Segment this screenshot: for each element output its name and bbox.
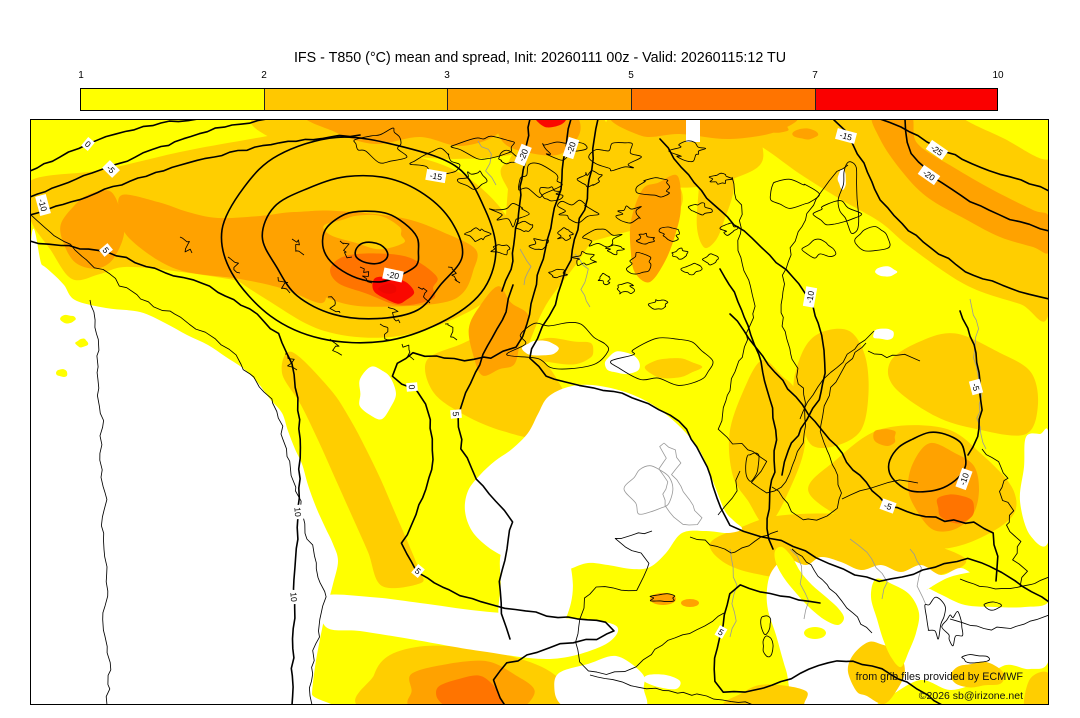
- svg-text:-10: -10: [804, 290, 816, 304]
- svg-text:5: 5: [100, 245, 111, 255]
- svg-text:-15: -15: [839, 130, 854, 143]
- svg-text:10: 10: [292, 507, 303, 518]
- svg-text:5: 5: [716, 627, 725, 638]
- svg-text:-15: -15: [429, 170, 443, 182]
- svg-text:-20: -20: [516, 147, 530, 162]
- svg-text:-10: -10: [957, 471, 971, 486]
- svg-text:-20: -20: [565, 140, 578, 155]
- svg-text:-10: -10: [36, 198, 49, 213]
- svg-text:5: 5: [451, 411, 461, 417]
- svg-text:0: 0: [83, 139, 93, 150]
- svg-text:-5: -5: [970, 382, 982, 392]
- svg-text:-20: -20: [386, 269, 400, 281]
- svg-text:10: 10: [288, 592, 299, 603]
- svg-text:0: 0: [407, 384, 417, 390]
- svg-text:5: 5: [413, 566, 423, 577]
- svg-text:-5: -5: [883, 500, 894, 512]
